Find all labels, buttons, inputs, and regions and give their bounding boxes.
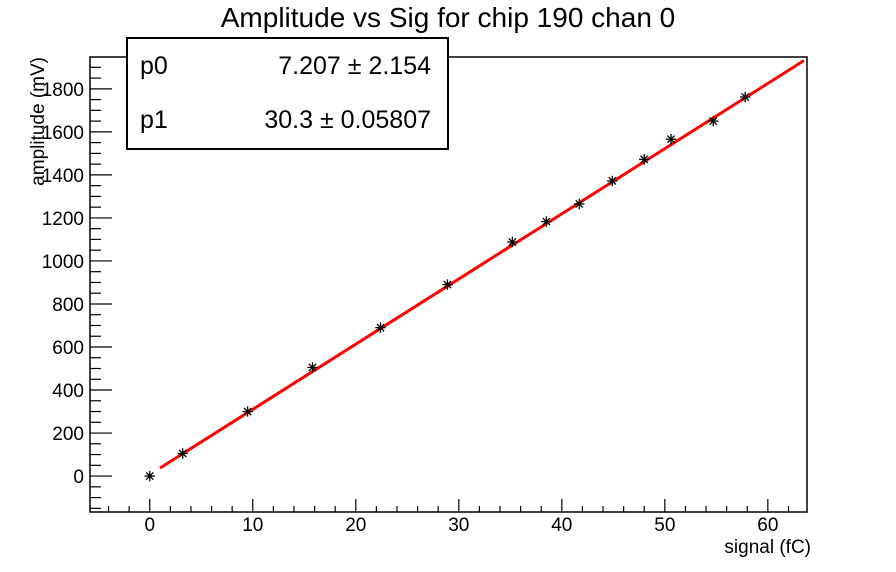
data-point-marker xyxy=(708,115,719,127)
data-point-marker xyxy=(144,470,155,482)
y-tick-label: 0 xyxy=(73,467,84,488)
stat-value-p0: 7.207 ± 2.154 xyxy=(278,51,431,80)
stat-value-p1: 30.3 ± 0.05807 xyxy=(264,106,431,135)
data-point-marker xyxy=(639,154,650,165)
x-tick-label: 40 xyxy=(551,515,572,536)
stat-label-p0: p0 xyxy=(140,51,168,80)
y-tick-label: 1400 xyxy=(42,166,84,187)
data-point-marker xyxy=(177,448,188,459)
data-points xyxy=(144,91,751,482)
data-point-marker xyxy=(307,362,318,373)
stat-row-p1: p1 30.3 ± 0.05807 xyxy=(128,94,447,149)
y-tick-label: 1000 xyxy=(42,252,84,273)
data-point-marker xyxy=(442,279,453,290)
x-tick-label: 0 xyxy=(144,515,155,536)
y-tick-label: 800 xyxy=(52,295,84,316)
x-tick-label: 50 xyxy=(654,515,675,536)
y-tick-label: 1800 xyxy=(42,80,84,101)
y-tick-label: 1200 xyxy=(42,209,84,230)
x-axis-title: signal (fC) xyxy=(724,537,811,558)
y-tick-label: 200 xyxy=(52,424,84,445)
stat-row-p0: p0 7.207 ± 2.154 xyxy=(128,39,447,94)
y-tick-label: 400 xyxy=(52,381,84,402)
y-axis: 0 200 400 600 800 1000 1200 1400 1600 1800amplitu… xyxy=(28,57,112,509)
data-point-marker xyxy=(607,175,618,187)
y-tick-label: 1600 xyxy=(42,123,84,144)
y-axis-title: amplitude (mV) xyxy=(28,57,49,186)
chart-title: Amplitude vs Sig for chip 190 chan 0 xyxy=(220,2,676,33)
x-tick-label: 10 xyxy=(242,515,263,536)
data-point-marker xyxy=(375,322,386,333)
x-tick-label: 20 xyxy=(345,515,366,536)
fit-stats-box: p0 7.207 ± 2.154 p1 30.3 ± 0.05807 xyxy=(126,37,449,150)
x-tick-label: 30 xyxy=(448,515,469,536)
data-point-marker xyxy=(574,198,585,210)
x-tick-label: 60 xyxy=(757,515,778,536)
data-point-marker xyxy=(739,91,751,103)
data-point-marker xyxy=(507,236,518,248)
y-tick-label: 600 xyxy=(52,338,84,359)
data-point-marker xyxy=(242,406,253,417)
data-point-marker xyxy=(665,133,677,145)
fit-line xyxy=(159,59,805,469)
data-point-marker xyxy=(541,216,552,227)
stat-label-p1: p1 xyxy=(140,106,168,135)
